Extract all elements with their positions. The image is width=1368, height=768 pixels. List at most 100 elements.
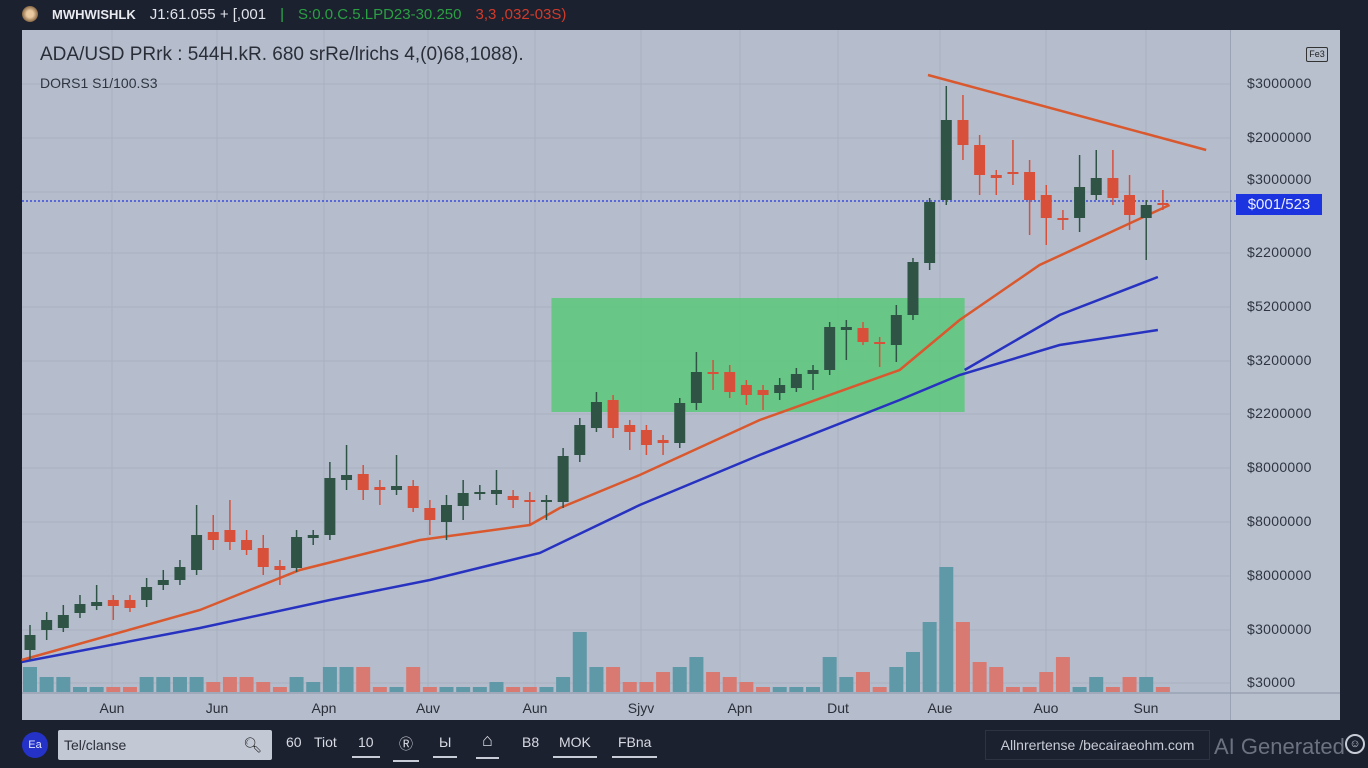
candle-up [57, 615, 69, 628]
change-negative: 3,3 ,032-03S) [475, 5, 567, 23]
candle-down [1007, 172, 1019, 174]
candle-down [241, 540, 253, 550]
tool-button-7[interactable]: FBna [612, 734, 658, 758]
volume-bar [1122, 677, 1137, 692]
candle-down [1107, 178, 1119, 198]
volume-bar [989, 667, 1004, 692]
source-url[interactable]: Allnrertense /becairaeohm.com [985, 730, 1210, 760]
volume-bar [339, 667, 354, 692]
candle-down [374, 487, 386, 490]
volume-bar [1022, 687, 1037, 692]
candle-up [457, 493, 469, 506]
volume-bar [905, 652, 920, 692]
candle-down [624, 425, 636, 432]
candle-down [1157, 203, 1169, 205]
price-axis[interactable]: $3000000 $2000000 $3000000 $2200000 $5200000… [1230, 30, 1340, 720]
volume-bar [322, 667, 337, 692]
volume-bar [922, 622, 937, 692]
symbol-search[interactable]: 🔍︎ [58, 730, 272, 760]
x-tick-label: Auv [415, 700, 441, 716]
y-tick-label: $3000000 [1247, 621, 1312, 637]
account-button[interactable]: Ea [22, 732, 48, 758]
candle-up [790, 374, 802, 388]
volume-bar [356, 667, 371, 692]
volume-bar [189, 677, 204, 692]
coin-logo-icon [22, 6, 38, 22]
x-tick-label: Aun [522, 700, 548, 716]
tool-button-6[interactable]: MOK [553, 734, 597, 758]
resistance-trendline [927, 73, 1207, 152]
volume-bar [539, 687, 554, 692]
chart-subtitle: DORS1 S1/100.S3 [40, 75, 158, 91]
candle-up [574, 425, 586, 455]
candle-down [407, 486, 419, 508]
y-tick-label: $3200000 [1247, 352, 1312, 368]
candle-down [424, 508, 436, 520]
candle-up [441, 505, 452, 522]
volume-bar [406, 667, 421, 692]
candle-up [924, 202, 936, 263]
y-tick-label: $8000000 [1247, 459, 1312, 475]
y-tick-label: $3000000 [1247, 171, 1312, 187]
volume-bar [1055, 657, 1070, 692]
search-input[interactable] [58, 730, 238, 760]
volume-bar [239, 677, 254, 692]
current-price-tag: $001/523 [1236, 194, 1322, 215]
candle-down [1024, 172, 1036, 200]
y-tick-label: $2200000 [1247, 244, 1312, 260]
volume-bar [289, 677, 304, 692]
volume-bar [955, 622, 970, 692]
candle-up [540, 500, 552, 502]
candle-down [607, 400, 619, 428]
volume-bar [456, 687, 471, 692]
y-tick-label: $5200000 [1247, 298, 1312, 314]
candle-down [207, 532, 219, 540]
x-tick-label: Auo [1033, 700, 1059, 716]
volume-bar [572, 632, 587, 692]
tool-button-5[interactable]: B8 [522, 734, 540, 750]
home-icon[interactable]: ⌂ [476, 730, 499, 759]
y-tick-label: $30000 [1247, 674, 1296, 690]
volume-bar [1155, 687, 1170, 692]
volume-bar [556, 677, 571, 692]
candle-up [341, 475, 353, 480]
y-tick-label: $8000000 [1247, 567, 1312, 583]
volume-bar [939, 567, 954, 692]
volume-bar [256, 682, 271, 692]
volume-bar [1005, 687, 1020, 692]
volume-bar [522, 687, 537, 692]
search-icon[interactable]: 🔍︎ [242, 737, 262, 754]
interval-button[interactable]: 60 [286, 734, 302, 750]
candle-up [307, 535, 319, 538]
candle-up [907, 262, 919, 315]
smiley-icon: ☺ [1345, 734, 1365, 754]
candle-up [157, 580, 169, 585]
volume-bar [606, 667, 621, 692]
x-tick-label: Apn [727, 700, 753, 716]
volume-bar [772, 687, 787, 692]
volume-bar [622, 682, 637, 692]
candle-up [141, 587, 153, 600]
top-bar: MWHWISHLK J1:61.055 + [,001 | S:0.0.C.5.… [0, 0, 1368, 28]
candle-up [174, 567, 186, 580]
tool-button-1[interactable]: 10 [352, 734, 380, 758]
settings-button[interactable]: Fe3 [1306, 47, 1328, 62]
tool-button-2[interactable]: Ⓡ [393, 734, 419, 762]
volume-bar [306, 682, 321, 692]
volume-bar [156, 677, 171, 692]
tool-text-button[interactable]: Tiot [314, 734, 337, 750]
volume-bar [972, 662, 987, 692]
tool-button-3[interactable]: Ы [433, 734, 458, 758]
volume-bar [722, 677, 737, 692]
candle-up [474, 492, 486, 494]
candle-up [940, 120, 952, 200]
candle-down [524, 500, 536, 502]
volume-bar [789, 687, 804, 692]
candle-down [974, 145, 986, 175]
ma-fast-line [21, 203, 1171, 662]
ma-slow-line [21, 328, 1159, 664]
x-tick-label: Jun [205, 700, 229, 716]
candle-up [890, 315, 902, 345]
candle-up [1074, 187, 1086, 218]
